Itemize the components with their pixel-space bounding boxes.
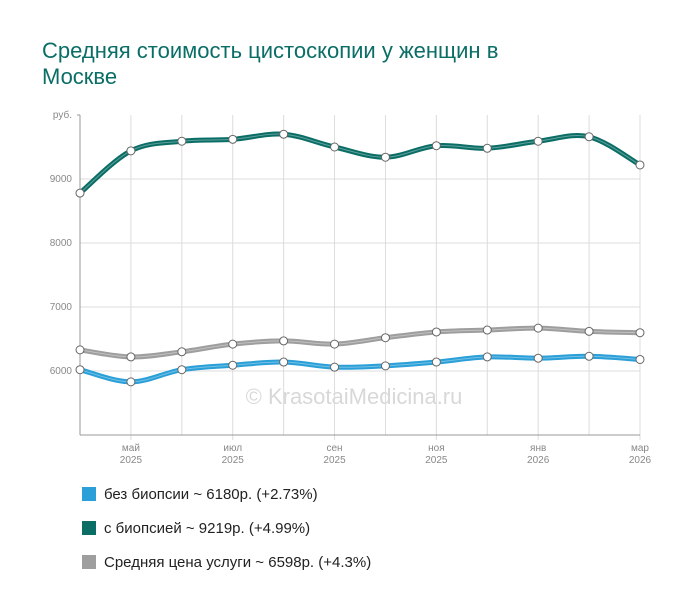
point [330,362,340,372]
point [75,188,85,198]
series-line [77,325,643,360]
point [126,352,136,362]
point [330,142,340,152]
point [482,325,492,335]
point [279,129,289,139]
point [330,339,340,349]
point [635,160,645,170]
point [533,323,543,333]
x-tick-label: май 2025 [120,443,143,466]
point [75,365,85,375]
point [228,339,238,349]
x-tick-label: ноя 2025 [425,443,448,466]
point [126,146,136,156]
x-tick-label: янв 2026 [527,443,550,466]
point [126,377,136,387]
x-tick-label: сен 2025 [323,443,346,466]
y-tick-label: 6000 [50,366,73,377]
point [533,136,543,146]
point [177,365,187,375]
x-tick-label: июл 2025 [222,443,245,466]
point [431,327,441,337]
legend-swatch [82,487,96,501]
series-line [77,353,643,385]
legend-swatch [82,555,96,569]
point [635,354,645,364]
point [380,333,390,343]
point [584,326,594,336]
point [431,141,441,151]
watermark: © KrasotaiMedicina.ru [246,384,463,409]
point [228,360,238,370]
series-line-highlight [79,133,641,194]
point [279,357,289,367]
point [75,345,85,355]
chart-title: Средняя стоимость цистоскопии у женщин в… [42,38,498,89]
point [177,347,187,357]
point [584,351,594,361]
legend-swatch [82,521,96,535]
y-tick-label: 8000 [50,238,73,249]
x-tick-label: мар 2026 [629,443,652,466]
y-tick-label: 9000 [50,174,73,185]
point [431,357,441,367]
legend-label: с биопсией ~ 9219р. (+4.99%) [104,520,310,537]
point [482,143,492,153]
point [177,136,187,146]
point [635,328,645,338]
point [380,361,390,371]
y-tick-label: 7000 [50,302,73,313]
point [380,152,390,162]
legend-label: Средняя цена услуги ~ 6598р. (+4.3%) [104,554,371,571]
point [533,353,543,363]
point [228,134,238,144]
point [584,132,594,142]
point [482,352,492,362]
y-tick-label: руб. [53,109,72,121]
legend-label: без биопсии ~ 6180р. (+2.73%) [104,486,318,503]
point [279,336,289,346]
